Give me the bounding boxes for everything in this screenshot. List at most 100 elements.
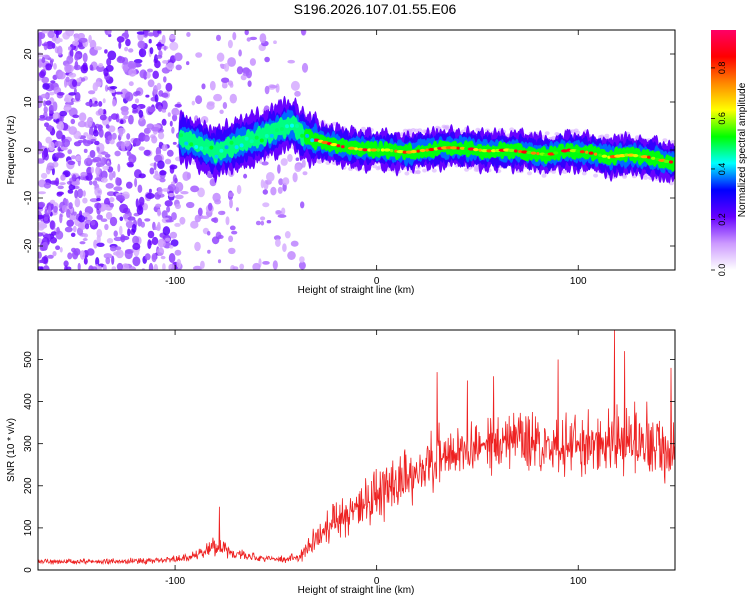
snr-y-axis: 0 100 200 300 400 500 xyxy=(23,351,675,573)
heatmap-cell xyxy=(260,216,266,221)
heatmap-cell xyxy=(536,152,540,156)
heatmap-cell xyxy=(66,208,71,218)
heatmap-cell xyxy=(73,211,77,216)
heatmap-cell xyxy=(216,34,221,42)
heatmap-cell xyxy=(299,256,305,263)
heatmap-cell xyxy=(143,149,151,156)
heatmap-cell xyxy=(82,52,88,63)
heatmap-cell xyxy=(45,40,54,50)
heatmap-cell xyxy=(93,46,102,51)
heatmap-cell xyxy=(54,141,63,147)
spectrogram-y-tick-label: 0 xyxy=(23,147,34,153)
heatmap-cell xyxy=(43,100,47,107)
colorbar-tick-label: 0.6 xyxy=(717,112,727,125)
heatmap-cell xyxy=(94,140,100,146)
heatmap-cell xyxy=(159,177,166,183)
snr-y-tick-label: 200 xyxy=(23,477,34,494)
heatmap-cell xyxy=(89,39,97,50)
heatmap-cell xyxy=(161,118,167,126)
heatmap-cell xyxy=(102,264,107,270)
heatmap-cell xyxy=(194,145,199,149)
heatmap-cell xyxy=(138,109,144,118)
heatmap-cell xyxy=(38,251,42,259)
heatmap-cell xyxy=(295,124,299,128)
heatmap-cell xyxy=(83,257,88,265)
spectrogram-y-tick-label: 10 xyxy=(23,96,34,108)
heatmap-cell xyxy=(98,62,104,68)
heatmap-cell xyxy=(148,38,152,44)
heatmap-cell xyxy=(214,154,219,159)
heatmap-cell xyxy=(114,91,123,95)
heatmap-cell xyxy=(195,52,203,58)
heatmap-cell xyxy=(588,151,594,155)
heatmap-cell xyxy=(294,164,302,172)
heatmap-cell xyxy=(103,253,113,259)
heatmap-cell xyxy=(44,122,50,128)
heatmap-cell xyxy=(45,116,52,121)
heatmap-cell xyxy=(83,148,88,153)
heatmap-cell xyxy=(109,216,118,227)
snr-frame xyxy=(37,329,676,571)
heatmap-cell xyxy=(553,151,559,155)
heatmap-cell xyxy=(42,265,50,270)
heatmap-cell xyxy=(72,174,77,182)
heatmap-cell xyxy=(85,101,93,107)
heatmap-cell xyxy=(148,188,152,194)
spectrogram-x-label: Height of straight line (km) xyxy=(298,285,415,296)
heatmap-cell xyxy=(132,242,141,251)
heatmap-cell xyxy=(64,198,69,207)
heatmap-cell xyxy=(96,242,105,247)
colorbar-tick-label: 0.0 xyxy=(717,264,727,277)
heatmap-cell xyxy=(57,146,61,152)
heatmap-cell xyxy=(186,32,191,37)
heatmap-cell xyxy=(97,108,104,116)
heatmap-cell xyxy=(169,245,174,249)
heatmap-cell xyxy=(305,133,310,138)
heatmap-cell xyxy=(79,250,86,260)
heatmap-cell xyxy=(38,214,44,220)
snr-y-tick-label: 500 xyxy=(23,351,34,368)
heatmap-cell xyxy=(277,214,287,218)
heatmap-cell xyxy=(83,132,89,137)
heatmap-cell xyxy=(264,134,269,138)
heatmap-cell xyxy=(287,251,296,260)
heatmap-cell xyxy=(255,220,261,226)
heatmap-cell xyxy=(174,177,178,184)
heatmap-cell xyxy=(229,198,233,209)
heatmap-cell xyxy=(96,146,100,153)
heatmap-cell xyxy=(120,234,126,243)
colorbar-label: Normalized spectral amplitude xyxy=(737,82,748,217)
heatmap-cell xyxy=(59,182,66,186)
heatmap-cell xyxy=(89,64,94,71)
heatmap-cell xyxy=(53,205,58,213)
heatmap-cell xyxy=(300,201,305,209)
heatmap-cell xyxy=(47,30,55,39)
heatmap-cell xyxy=(38,266,44,270)
heatmap-cell xyxy=(66,219,74,227)
heatmap-cell xyxy=(160,255,166,260)
heatmap-cell xyxy=(161,109,167,113)
heatmap-cell xyxy=(128,68,137,77)
heatmap-cell xyxy=(52,112,59,120)
heatmap-cell xyxy=(514,149,518,153)
heatmap-cell xyxy=(121,263,130,270)
heatmap-cell xyxy=(52,101,58,112)
heatmap-cell xyxy=(456,146,460,150)
heatmap-cell xyxy=(425,148,429,152)
heatmap-cell xyxy=(59,247,63,253)
heatmap-cell xyxy=(312,138,320,142)
heatmap-cell xyxy=(217,259,222,264)
heatmap-cell xyxy=(82,190,86,197)
heatmap-cell xyxy=(158,132,165,140)
heatmap-cell xyxy=(164,200,173,207)
colorbar-ticks: 0.0 0.2 0.4 0.6 0.8 xyxy=(711,62,727,277)
heatmap-cell xyxy=(80,64,89,74)
heatmap-cell xyxy=(92,156,102,163)
heatmap-cell xyxy=(232,31,237,41)
heatmap-cell xyxy=(126,153,133,157)
heatmap-cell xyxy=(264,85,270,95)
heatmap-cell xyxy=(266,172,275,182)
heatmap-cell xyxy=(207,231,211,236)
heatmap-cell xyxy=(357,147,364,151)
heatmap-cell xyxy=(341,145,345,149)
